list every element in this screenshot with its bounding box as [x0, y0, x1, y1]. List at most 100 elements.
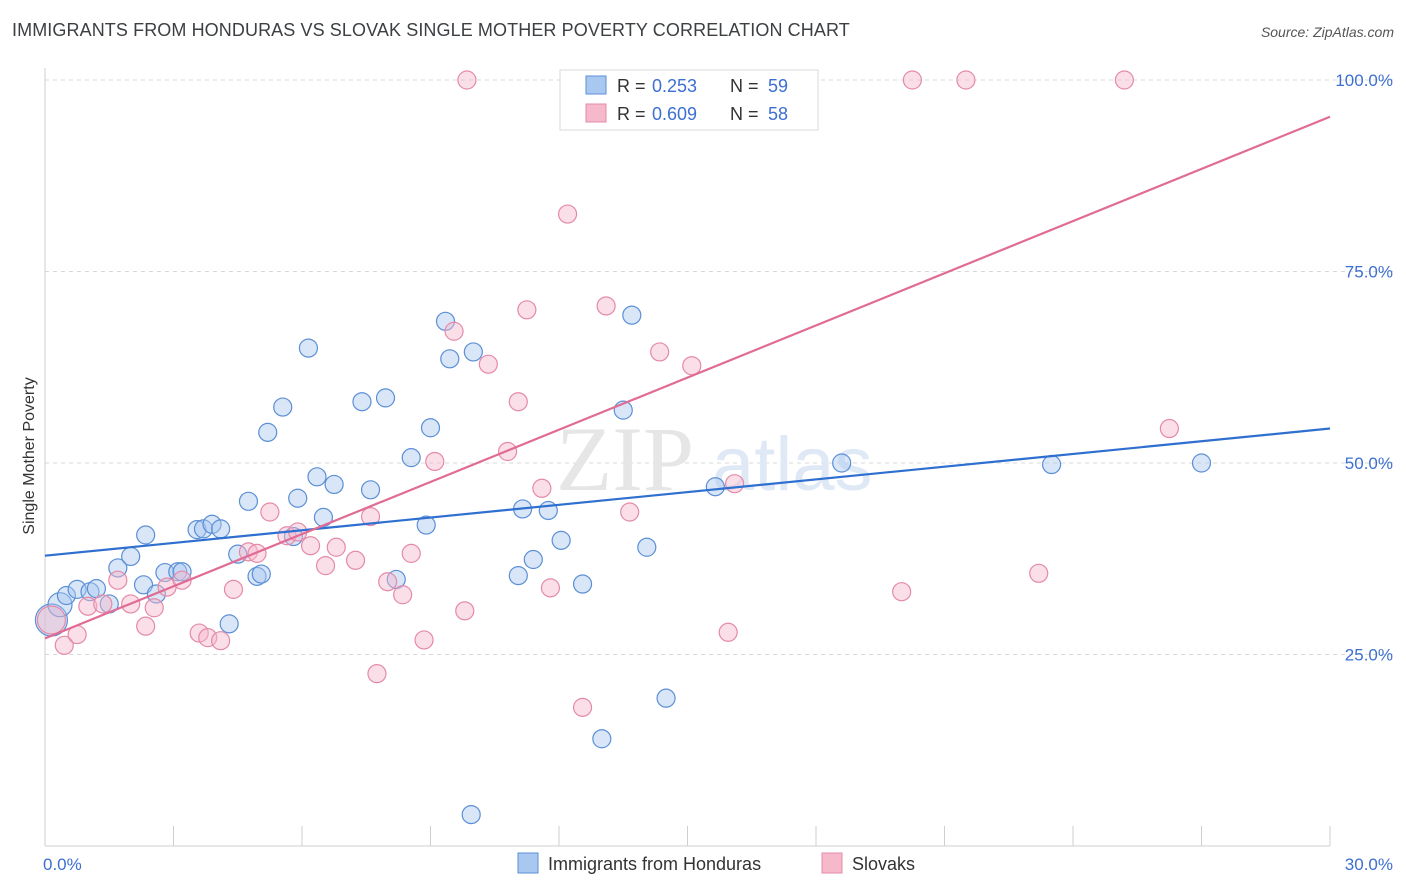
data-point-slovaks — [211, 631, 231, 651]
data-point-honduras — [401, 448, 421, 468]
data-point-honduras — [47, 592, 73, 618]
grid-lines — [45, 79, 1395, 655]
data-point-honduras — [1191, 453, 1212, 473]
series-legend: Immigrants from Honduras Slovaks — [517, 852, 915, 874]
x-tick-labels: 0.0% 30.0% — [43, 855, 1393, 874]
data-point-slovaks — [596, 296, 616, 316]
y-tick-label: 100.0% — [1335, 71, 1393, 90]
data-point-slovaks — [517, 300, 537, 320]
data-point-slovaks — [1114, 70, 1135, 90]
chart-title: IMMIGRANTS FROM HONDURAS VS SLOVAK SINGL… — [12, 20, 850, 40]
data-point-honduras — [375, 388, 396, 408]
data-point-slovaks — [508, 392, 528, 412]
data-point-slovaks — [36, 605, 67, 635]
data-point-honduras — [251, 564, 271, 584]
legend-n-value-1: 59 — [768, 76, 788, 96]
data-point-slovaks — [457, 70, 477, 90]
y-tick-labels: 25.0% 50.0% 75.0% 100.0% — [1335, 71, 1393, 665]
series-legend-swatch-slovaks — [821, 852, 843, 874]
data-point-honduras — [705, 477, 725, 497]
series-legend-label-honduras: Immigrants from Honduras — [548, 854, 761, 874]
data-point-slovaks — [455, 601, 475, 621]
data-point-slovaks — [572, 697, 593, 717]
data-point-slovaks — [540, 578, 561, 598]
data-point-slovaks — [315, 556, 336, 576]
data-point-slovaks — [718, 622, 738, 642]
data-point-slovaks — [892, 582, 912, 602]
y-axis-title: Single Mother Poverty — [21, 377, 38, 534]
series-legend-swatch-honduras — [517, 852, 539, 874]
data-point-honduras — [572, 574, 593, 594]
data-point-honduras — [238, 491, 259, 511]
data-point-slovaks — [725, 474, 745, 494]
data-point-slovaks — [682, 356, 702, 376]
data-point-honduras — [637, 537, 657, 557]
y-tick-label: 50.0% — [1345, 454, 1393, 473]
data-point-honduras — [622, 305, 642, 325]
data-point-honduras — [193, 519, 214, 539]
data-point-honduras — [1041, 454, 1062, 475]
series-honduras — [34, 305, 1212, 825]
data-point-honduras — [463, 342, 483, 362]
data-point-honduras — [832, 453, 852, 473]
data-point-slovaks — [444, 321, 464, 341]
data-point-honduras — [187, 520, 207, 540]
data-point-slovaks — [189, 623, 209, 643]
legend-n-label-1: N = — [730, 76, 759, 96]
data-point-slovaks — [620, 502, 640, 522]
data-point-slovaks — [223, 579, 244, 599]
data-point-honduras — [440, 349, 460, 369]
data-point-honduras — [56, 585, 77, 606]
data-point-slovaks — [1159, 418, 1179, 439]
legend-swatch-pink — [585, 103, 607, 123]
legend-n-value-2: 58 — [768, 104, 788, 124]
legend-r-value-1: 0.253 — [652, 76, 697, 96]
correlation-legend: R = 0.253 N = 59 R = 0.609 N = 58 — [559, 69, 819, 131]
data-point-honduras — [656, 688, 676, 708]
legend-r-label-1: R = — [617, 76, 646, 96]
data-point-honduras — [416, 515, 436, 535]
data-point-honduras — [121, 546, 141, 567]
data-point-slovaks — [478, 354, 498, 374]
data-point-slovaks — [136, 616, 156, 636]
data-point-honduras — [420, 418, 441, 438]
legend-r-value-2: 0.609 — [652, 104, 697, 124]
axes — [44, 68, 1331, 847]
data-point-slovaks — [144, 598, 164, 618]
data-point-slovaks — [902, 70, 922, 90]
y-tick-label: 25.0% — [1345, 646, 1393, 665]
data-point-slovaks — [54, 635, 74, 655]
data-point-honduras — [523, 549, 543, 570]
data-point-slovaks — [367, 664, 387, 684]
data-point-honduras — [219, 614, 239, 634]
data-point-slovaks — [300, 536, 321, 556]
data-point-honduras — [592, 729, 612, 749]
watermark-atlas: atlas — [712, 422, 873, 507]
data-point-honduras — [551, 530, 571, 550]
data-point-slovaks — [360, 507, 381, 527]
data-point-honduras — [298, 338, 319, 358]
x-tick-label: 30.0% — [1345, 855, 1393, 874]
data-point-honduras — [360, 480, 381, 500]
data-point-honduras — [288, 488, 308, 508]
data-point-slovaks — [260, 502, 280, 522]
legend-r-label-2: R = — [617, 104, 646, 124]
legend-swatch-blue — [585, 75, 607, 95]
data-point-honduras — [273, 397, 293, 417]
data-point-slovaks — [956, 70, 976, 90]
x-tick-label: 0.0% — [43, 855, 82, 874]
data-point-slovaks — [401, 543, 421, 563]
trend-line-honduras — [44, 427, 1331, 557]
data-point-honduras — [352, 392, 372, 412]
watermark: ZIP atlas — [556, 408, 873, 510]
data-point-slovaks — [378, 572, 398, 592]
data-point-slovaks — [93, 594, 113, 614]
source-credit: Source: ZipAtlas.com — [1260, 24, 1394, 40]
trend-line-slovaks — [44, 115, 1331, 640]
data-point-slovaks — [1029, 563, 1049, 583]
data-point-slovaks — [78, 596, 98, 616]
data-point-honduras — [211, 519, 231, 539]
data-point-slovaks — [557, 204, 578, 224]
data-point-honduras — [136, 525, 156, 545]
